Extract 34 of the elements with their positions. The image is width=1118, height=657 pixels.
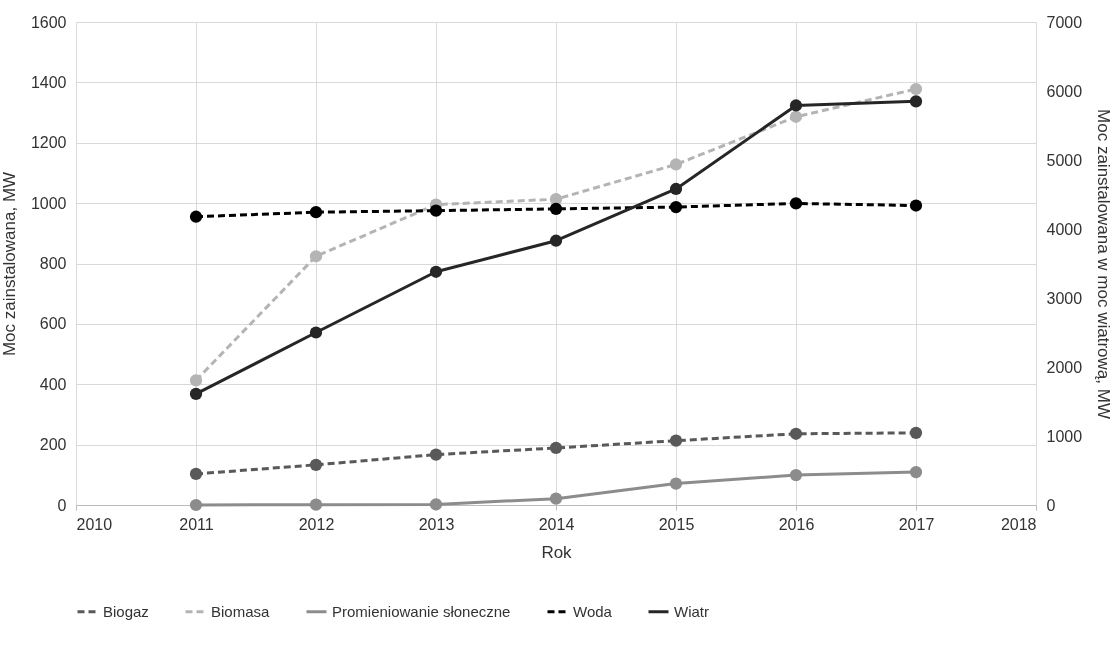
y-tick-label: 200 <box>39 436 67 454</box>
y2-tick-label: 0 <box>1046 496 1056 514</box>
legend-label: Woda <box>573 602 613 620</box>
y2-tick-label: 5000 <box>1046 151 1083 169</box>
x-axis-title: Rok <box>541 542 573 562</box>
y2-tick-label: 7000 <box>1046 13 1083 31</box>
legend-label: Wiatr <box>674 602 709 620</box>
x-tick-label: 2014 <box>538 515 575 533</box>
y-tick-label: 1200 <box>30 134 67 152</box>
x-tick-label: 2016 <box>778 515 815 533</box>
y-tick-label: 1000 <box>30 194 67 212</box>
x-tick-label: 2012 <box>298 515 335 533</box>
y-tick-label: 1600 <box>30 13 67 31</box>
y2-tick-label: 2000 <box>1046 358 1083 376</box>
x-tick-label: 2010 <box>76 515 113 533</box>
legend-label: Promieniowanie słoneczne <box>332 602 511 620</box>
y-tick-label: 1400 <box>30 73 67 91</box>
x-tick-label: 2017 <box>898 515 935 533</box>
y-tick-label: 400 <box>39 375 67 393</box>
x-tick-label: 2015 <box>658 515 695 533</box>
legend-label: Biogaz <box>103 602 149 620</box>
y2-axis-title: Moc zainstalowana w moc wiatrową, MW <box>1094 109 1114 419</box>
y-axis-title: Moc zainstalowana, MW <box>0 171 19 357</box>
x-tick-label: 2018 <box>1000 515 1037 533</box>
y-tick-label: 600 <box>39 315 67 333</box>
y-tick-label: 800 <box>39 255 67 272</box>
y-tick-label: 0 <box>57 496 67 514</box>
y2-tick-label: 4000 <box>1046 220 1083 238</box>
y2-tick-label: 3000 <box>1046 289 1083 307</box>
legend-label: Biomasa <box>211 602 271 620</box>
x-tick-label: 2011 <box>179 515 214 533</box>
y2-tick-label: 6000 <box>1046 82 1083 100</box>
x-tick-label: 2013 <box>418 515 455 533</box>
y2-tick-label: 1000 <box>1046 427 1083 445</box>
